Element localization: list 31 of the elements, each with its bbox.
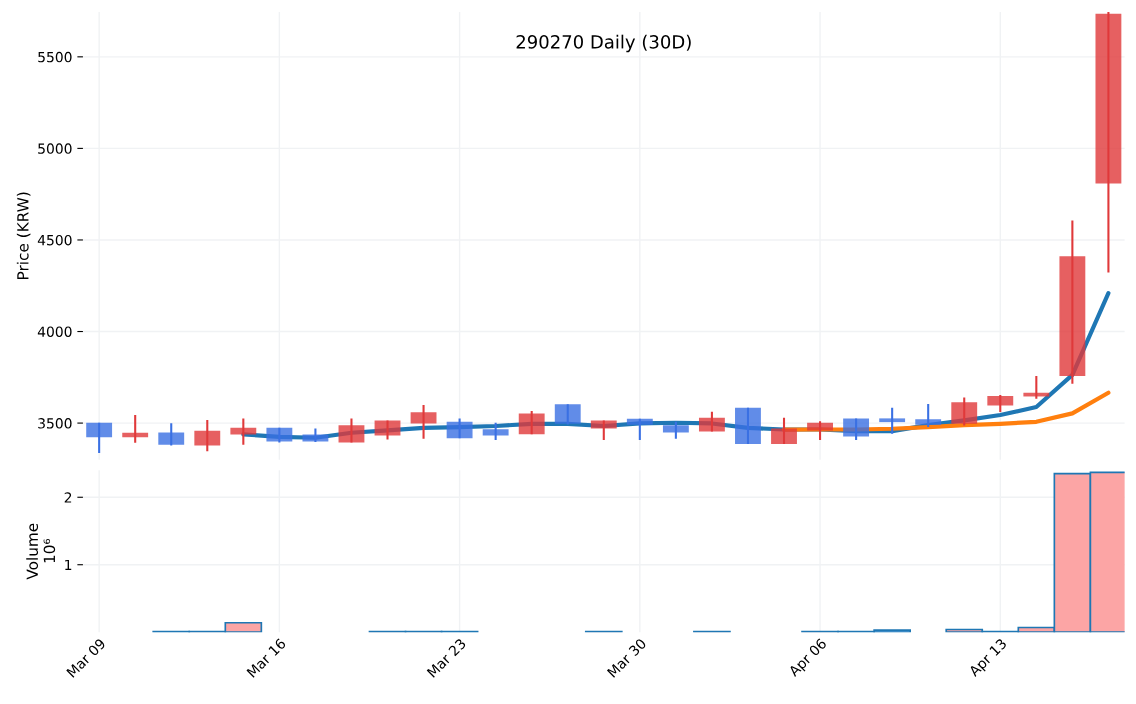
candlestick	[410, 405, 437, 439]
candlestick	[915, 403, 942, 428]
candlestick	[554, 404, 581, 425]
y-axis-title: Price (KRW)	[16, 192, 31, 279]
x-tick-label: Apr 13	[967, 638, 1009, 680]
candlestick	[843, 418, 870, 440]
candlestick	[626, 418, 653, 440]
y-tick-label: 1	[65, 559, 72, 570]
x-tick-label: Mar 16	[246, 637, 287, 678]
candlestick	[230, 418, 257, 445]
y-tick-label: 5000	[38, 143, 72, 154]
y-tick-label: 5500	[38, 51, 72, 63]
candlestick	[518, 411, 545, 435]
candlestick	[122, 415, 149, 443]
x-tick-label: Mar 09	[66, 637, 107, 678]
y-tick-label: 4000	[37, 326, 72, 337]
x-tick-label: Mar 30	[606, 637, 647, 678]
x-tick-label: Apr 06	[787, 637, 829, 680]
y-tick-label: 4500	[37, 234, 72, 246]
candlestick	[158, 423, 185, 446]
text: 290270 Daily (30D)	[516, 34, 691, 53]
y-tick-label: 3500	[38, 418, 72, 429]
y-tick-label: 2	[64, 492, 72, 503]
candlestick	[338, 418, 365, 443]
x-tick-label: Mar 23	[426, 638, 467, 678]
y-axis-title: Volume 10⁶	[26, 523, 56, 580]
candlestick	[194, 420, 221, 452]
candlestick	[86, 422, 113, 453]
candlestick	[771, 417, 797, 445]
candlestick	[879, 407, 906, 434]
candlestick	[951, 397, 978, 426]
